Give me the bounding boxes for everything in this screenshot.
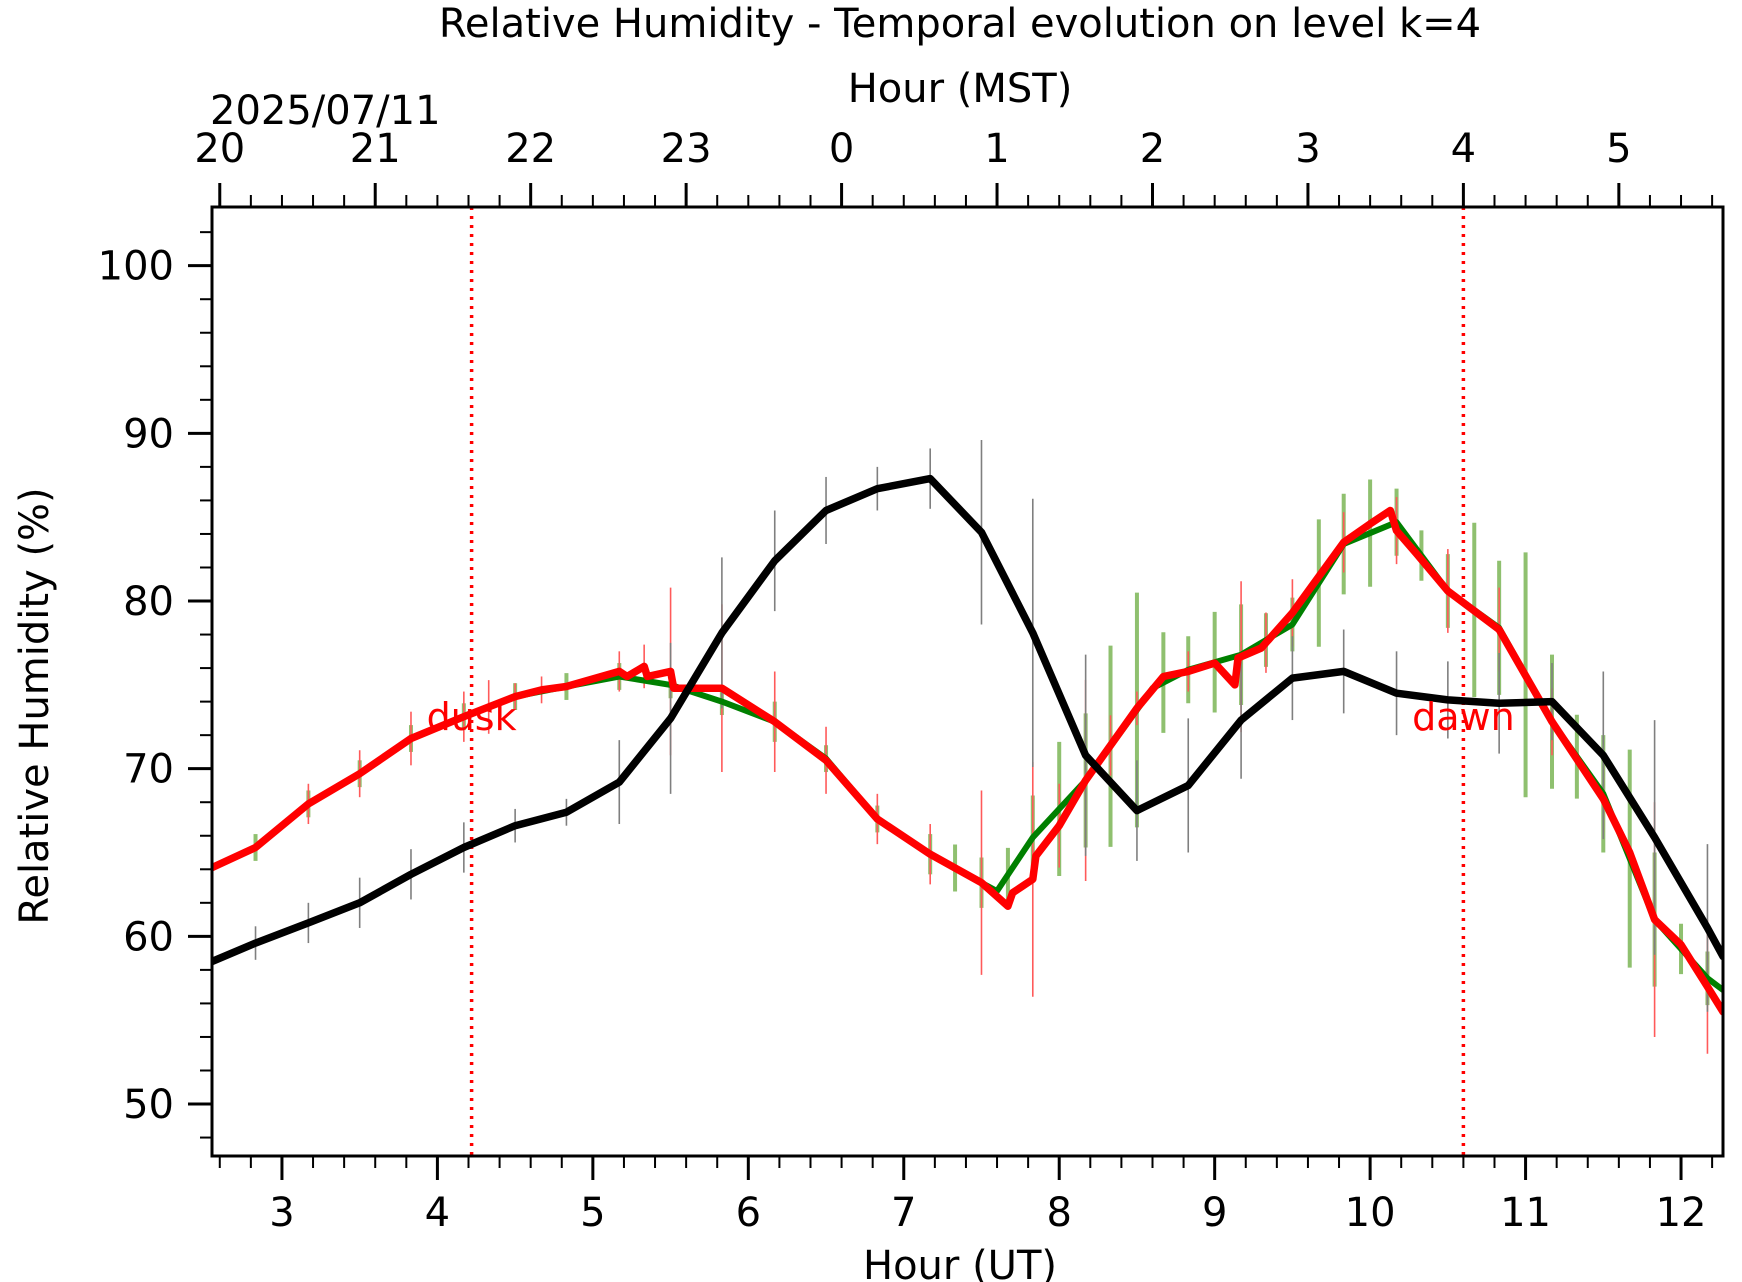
top-tick-label: 4 bbox=[1451, 126, 1476, 172]
top-tick-label: 1 bbox=[984, 126, 1009, 172]
series-line-black bbox=[212, 474, 1723, 966]
event-label-dusk: dusk bbox=[427, 695, 517, 739]
y-axis-label: Relative Humidity (%) bbox=[12, 487, 58, 924]
x-tick-label: 7 bbox=[891, 1190, 916, 1236]
top-tick-label: 23 bbox=[661, 126, 712, 172]
x-axis-label: Hour (UT) bbox=[863, 1243, 1057, 1282]
date-label: 2025/07/11 bbox=[210, 88, 441, 134]
y-tick-label: 70 bbox=[123, 747, 174, 793]
event-label-dawn: dawn bbox=[1412, 695, 1515, 739]
y-tick-label: 100 bbox=[98, 244, 174, 290]
x-tick-label: 3 bbox=[269, 1190, 294, 1236]
series-lines bbox=[212, 474, 1723, 1016]
x-tick-label: 4 bbox=[425, 1190, 450, 1236]
series-line-red bbox=[212, 506, 1723, 1016]
top-tick-label: 5 bbox=[1606, 126, 1631, 172]
y-tick-label: 50 bbox=[123, 1082, 174, 1128]
y-tick-label: 60 bbox=[123, 914, 174, 960]
x-tick-label: 10 bbox=[1345, 1190, 1396, 1236]
top-tick-label: 2 bbox=[1140, 126, 1165, 172]
y-tick-label: 90 bbox=[123, 411, 174, 457]
y-tick-label: 80 bbox=[123, 579, 174, 625]
top-axis-label: Hour (MST) bbox=[848, 66, 1073, 112]
chart-title: Relative Humidity - Temporal evolution o… bbox=[439, 1, 1481, 47]
x-tick-label: 8 bbox=[1046, 1190, 1071, 1236]
x-tick-label: 11 bbox=[1500, 1190, 1551, 1236]
series-line-green bbox=[212, 519, 1723, 993]
x-tick-label: 9 bbox=[1202, 1190, 1227, 1236]
top-tick-label: 21 bbox=[350, 126, 401, 172]
top-tick-label: 22 bbox=[505, 126, 556, 172]
top-tick-label: 20 bbox=[194, 126, 245, 172]
x-tick-label: 12 bbox=[1656, 1190, 1707, 1236]
top-tick-label: 3 bbox=[1295, 126, 1320, 172]
event-labels: dusk dawn bbox=[427, 695, 1515, 739]
x-tick-label: 5 bbox=[580, 1190, 605, 1236]
x-tick-label: 6 bbox=[736, 1190, 761, 1236]
plot-frame bbox=[210, 205, 1725, 1158]
top-tick-label: 0 bbox=[829, 126, 854, 172]
